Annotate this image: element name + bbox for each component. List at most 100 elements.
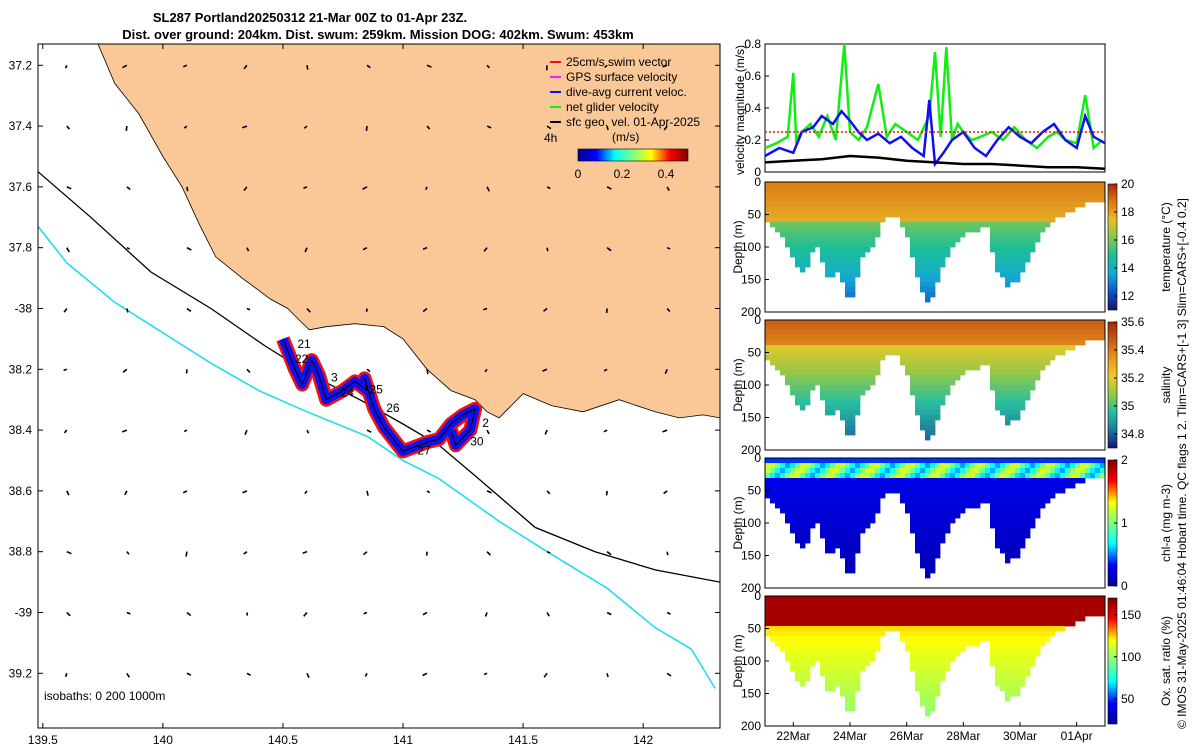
time-tick-label: 24Mar bbox=[833, 729, 867, 743]
legend-label: net glider velocity bbox=[566, 100, 659, 114]
depth-tick-label: 50 bbox=[748, 484, 762, 498]
map-xtick-label: 140 bbox=[153, 733, 173, 747]
colorbar bbox=[1108, 322, 1117, 448]
colorbar-tick-label: 18 bbox=[1121, 205, 1135, 219]
legend-label: GPS surface velocity bbox=[566, 70, 677, 84]
surface-vector bbox=[64, 369, 67, 370]
day-label: 22 bbox=[295, 352, 309, 366]
depth-tick-label: 0 bbox=[754, 175, 761, 189]
map-ytick-label: -38 bbox=[15, 301, 33, 315]
colorbar-tick-label: 35.6 bbox=[1121, 315, 1145, 329]
day-label: 30 bbox=[470, 434, 484, 448]
surface-vector bbox=[187, 187, 188, 191]
colorbar-tick-label: 150 bbox=[1121, 608, 1141, 622]
surface-vector bbox=[426, 187, 427, 190]
depth-tick-label: 50 bbox=[748, 622, 762, 636]
time-tick-label: 26Mar bbox=[890, 729, 924, 743]
colorbar-tick-label: 35.4 bbox=[1121, 343, 1145, 357]
colorbar-tick-label: 14 bbox=[1121, 261, 1135, 275]
map-ytick-label: 37.6 bbox=[9, 180, 33, 194]
map-ytick-label: 38.2 bbox=[9, 362, 33, 376]
depth-ylabel: Depth (m) bbox=[731, 634, 745, 687]
day-label: 3 bbox=[331, 370, 338, 384]
day-label: 27 bbox=[417, 443, 431, 457]
depth-tick-label: 50 bbox=[748, 346, 762, 360]
map-xtick-label: 139.5 bbox=[28, 733, 58, 747]
depth-ylabel: Depth (m) bbox=[731, 358, 745, 411]
surface-vector bbox=[547, 248, 548, 252]
title-line-1: SL287 Portland20250312 21-Mar 00Z to 01-… bbox=[153, 10, 467, 25]
map-ytick-label: 38.6 bbox=[9, 484, 33, 498]
colorbar-tick-label: 34.8 bbox=[1121, 427, 1145, 441]
colorbar-label: Ox. sat. ratio (%) bbox=[1159, 616, 1173, 706]
depth-tick-label: 200 bbox=[741, 719, 761, 733]
colorbar-tick-label: 100 bbox=[1121, 650, 1141, 664]
colorbar-label: chl-a (mg m-3) bbox=[1159, 484, 1173, 562]
legend-colorbar-tick: 0 bbox=[575, 167, 582, 181]
map-ytick-label: 37.4 bbox=[9, 119, 33, 133]
colorbar-tick-label: 16 bbox=[1121, 233, 1135, 247]
map-xtick-label: 140.5 bbox=[268, 733, 298, 747]
surface-vector bbox=[427, 369, 428, 374]
surface-vector bbox=[484, 673, 487, 674]
map-ytick-label: 39.2 bbox=[9, 666, 33, 680]
legend-units: (m/s) bbox=[612, 130, 639, 144]
map-ytick-label: 38.4 bbox=[9, 423, 33, 437]
depth-tick-label: 0 bbox=[754, 451, 761, 465]
time-tick-label: 22Mar bbox=[776, 729, 810, 743]
colorbar-tick-label: 50 bbox=[1121, 692, 1135, 706]
map-ytick-label: 38.8 bbox=[9, 545, 33, 559]
legend-label: 25cm/s swim vector bbox=[566, 55, 671, 69]
map-ytick-label: 37.8 bbox=[9, 241, 33, 255]
legend-colorbar bbox=[578, 149, 688, 161]
surface-vector bbox=[607, 673, 608, 677]
title-line-2: Dist. over ground: 204km. Dist. swum: 25… bbox=[122, 27, 634, 42]
surface-vector bbox=[366, 126, 367, 131]
colorbar-tick-label: 35.2 bbox=[1121, 371, 1145, 385]
depth-tick-label: 50 bbox=[748, 208, 762, 222]
surface-vector bbox=[307, 65, 308, 69]
day-label: 21 bbox=[297, 337, 311, 351]
colorbar bbox=[1108, 184, 1117, 310]
map-xtick-label: 141.5 bbox=[508, 733, 538, 747]
depth-ylabel: Depth (m) bbox=[731, 220, 745, 273]
colorbar-tick-label: 20 bbox=[1121, 177, 1135, 191]
day-label: 24 bbox=[341, 386, 355, 400]
legend-colorbar-tick: 0.4 bbox=[658, 167, 675, 181]
colorbar-label: temperature (°C) bbox=[1159, 202, 1173, 292]
map-xtick-label: 141 bbox=[393, 733, 413, 747]
depth-tick-label: 0 bbox=[754, 313, 761, 327]
surface-vector bbox=[127, 308, 128, 312]
day-label: 25 bbox=[369, 383, 383, 397]
colorbar-tick-label: 0 bbox=[1121, 579, 1128, 593]
colorbar bbox=[1108, 598, 1117, 724]
colorbar-label: salinity bbox=[1159, 367, 1173, 404]
surface-vector bbox=[66, 65, 67, 68]
map-ytick-label: 37.2 bbox=[9, 58, 33, 72]
legend-colorbar-tick: 0.2 bbox=[614, 167, 631, 181]
surface-vector bbox=[667, 552, 668, 555]
colorbar-tick-label: 2 bbox=[1121, 453, 1128, 467]
day-label: 26 bbox=[386, 401, 400, 415]
velocity-ylabel: velocity magnitude (m/s) bbox=[733, 45, 747, 175]
surface-vector bbox=[186, 552, 187, 557]
map-xtick-label: 142 bbox=[633, 733, 653, 747]
isobath-note: isobaths: 0 200 1000m bbox=[44, 689, 165, 703]
surface-vector bbox=[607, 308, 608, 313]
colorbar-tick-label: 1 bbox=[1121, 516, 1128, 530]
legend-duration: 4h bbox=[544, 131, 557, 145]
time-tick-label: 30Mar bbox=[1003, 729, 1037, 743]
legend-label: sfc geo. vel. 01-Apr-2025 bbox=[566, 115, 700, 129]
time-tick-label: 01Apr bbox=[1061, 729, 1093, 743]
surface-vector bbox=[667, 248, 670, 249]
surface-vector bbox=[126, 126, 127, 131]
footer-note: © IMOS 31-May-2025 01:46:04 Hobart time.… bbox=[1175, 198, 1189, 729]
surface-vector bbox=[367, 491, 368, 496]
legend-label: dive-avg current veloc. bbox=[566, 85, 687, 99]
